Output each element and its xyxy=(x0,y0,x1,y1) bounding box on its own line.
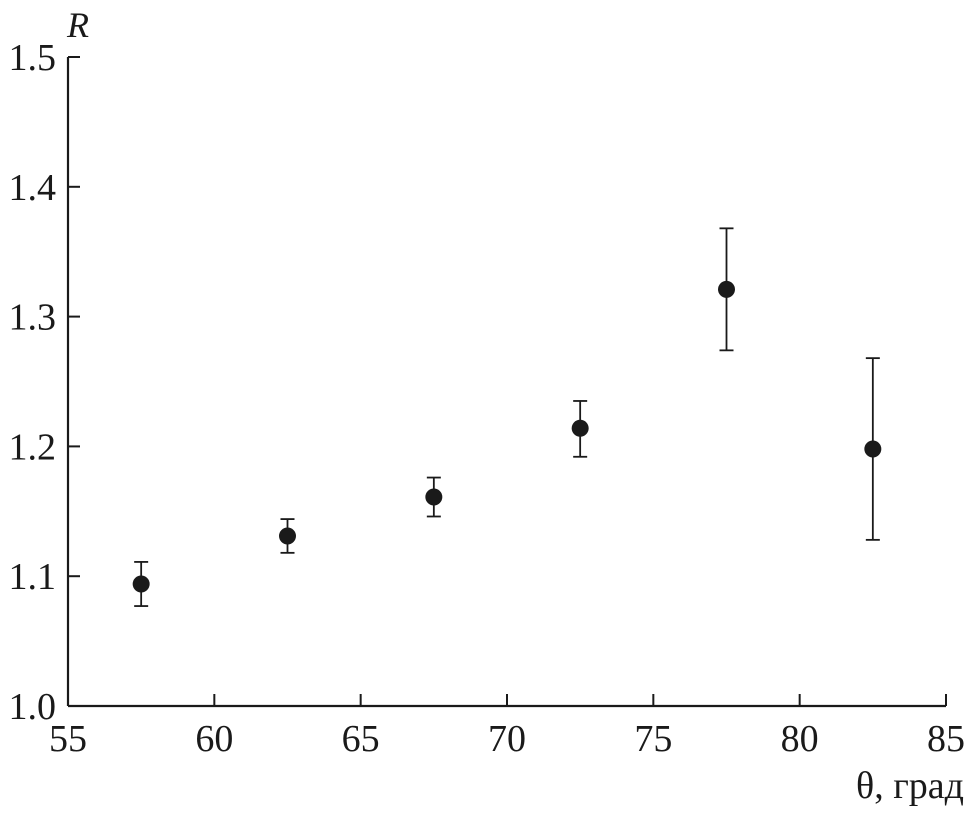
x-tick-label: 85 xyxy=(927,718,965,760)
y-tick-label: 1.4 xyxy=(9,167,57,209)
x-axis-label: θ, град xyxy=(856,765,964,807)
data-point-group xyxy=(279,519,296,553)
data-point-group xyxy=(133,562,150,606)
y-tick-label: 1.3 xyxy=(9,297,57,339)
data-point-group xyxy=(572,401,589,457)
y-tick-label: 1.1 xyxy=(9,556,57,598)
y-tick-label: 1.2 xyxy=(9,426,57,468)
data-point xyxy=(133,575,150,592)
y-ticks: 1.0 1.1 1.2 1.3 1.4 1.5 xyxy=(9,37,81,728)
data-point-group xyxy=(718,228,735,350)
data-point xyxy=(718,281,735,298)
x-ticks: 55 60 65 70 75 80 85 xyxy=(49,694,965,760)
data-point xyxy=(425,489,442,506)
data-point xyxy=(279,527,296,544)
data-points xyxy=(133,228,882,606)
data-point xyxy=(572,420,589,437)
x-tick-label: 65 xyxy=(342,718,380,760)
y-tick-label: 1.5 xyxy=(9,37,57,79)
y-tick-label: 1.0 xyxy=(9,686,57,728)
data-point-group xyxy=(864,358,881,540)
data-point-group xyxy=(425,478,442,517)
x-tick-label: 80 xyxy=(781,718,819,760)
x-tick-label: 60 xyxy=(195,718,233,760)
x-tick-label: 70 xyxy=(488,718,526,760)
y-axis-label: R xyxy=(66,5,89,45)
x-tick-label: 75 xyxy=(634,718,672,760)
plot-area: 55 60 65 70 75 80 85 1.01.11.21.31.41.5 xyxy=(9,37,966,760)
data-point xyxy=(864,440,881,457)
